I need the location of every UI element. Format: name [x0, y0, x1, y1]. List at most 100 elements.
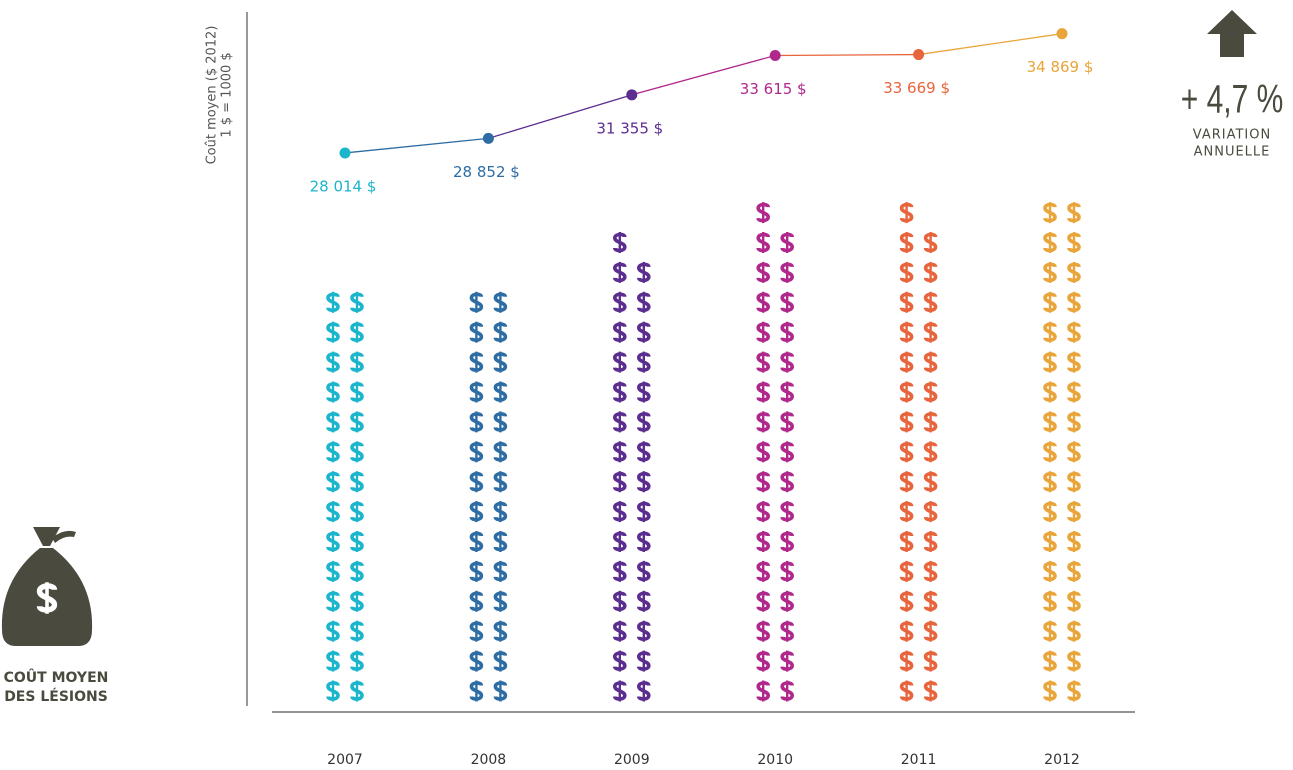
dollar-icon: [1067, 588, 1081, 614]
partial-dollar-icon: [326, 283, 340, 284]
dollar-icon: [469, 439, 484, 465]
dollar-icon: [923, 648, 938, 674]
dollar-icon: [1043, 200, 1057, 225]
dollar-icon: [469, 349, 484, 375]
dollar-icon: [1067, 559, 1081, 584]
dollar-icon: [780, 529, 795, 554]
dollar-icon: [923, 439, 938, 465]
dollar-icon: [1043, 230, 1057, 255]
dollar-icon: [493, 529, 508, 554]
value-label: 28 852 $: [453, 163, 520, 181]
dollar-icon: [780, 439, 795, 465]
dollar-icon: [326, 439, 340, 465]
x-tick-label: 2011: [901, 752, 937, 768]
dollar-icon: [1067, 289, 1081, 315]
dollar-icon: [612, 349, 627, 375]
trend-segment: [918, 33, 1063, 56]
pictogram-column: [1043, 174, 1081, 704]
dollar-icon: [780, 499, 795, 524]
dollar-icon: [756, 439, 771, 465]
dollar-icon: [1067, 618, 1081, 644]
dollar-icon: [1067, 529, 1081, 554]
dollar-icon: [612, 230, 627, 255]
dollar-icon: [923, 319, 938, 345]
pictogram-column: [469, 264, 508, 704]
dollar-icon: [469, 469, 484, 495]
dollar-icon: [350, 469, 364, 495]
dollar-icon: [1043, 648, 1057, 674]
dollar-icon: [350, 379, 364, 405]
pictogram-column: [756, 200, 795, 704]
dollar-icon: [636, 439, 651, 465]
dollar-icon: [780, 648, 795, 674]
dollar-icon: [899, 260, 914, 285]
dollar-icon: [326, 469, 340, 495]
trend-point: [913, 49, 925, 61]
dollar-icon: [350, 439, 364, 465]
dollar-icon: [612, 409, 627, 435]
dollar-icon: [1043, 439, 1057, 465]
dollar-icon: [469, 588, 484, 614]
dollar-icon: [923, 529, 938, 554]
trend-segment: [344, 137, 489, 154]
dollar-icon: [756, 200, 771, 225]
value-label: 34 869 $: [1027, 58, 1094, 76]
dollar-icon: [636, 618, 651, 644]
dollar-icon: [326, 379, 340, 405]
dollar-icon: [612, 618, 627, 644]
dollar-icon: [612, 499, 627, 524]
dollar-icon: [1043, 529, 1057, 554]
dollar-icon: [756, 588, 771, 614]
dollar-icon: [350, 349, 364, 375]
dollar-icon: [780, 289, 795, 315]
dollar-icon: [1043, 678, 1057, 704]
dollar-icon: [326, 529, 340, 554]
dollar-icon: [469, 648, 484, 674]
pictogram-column: [899, 200, 938, 704]
dollar-icon: [469, 559, 484, 584]
trend-point: [1056, 28, 1068, 40]
dollar-icon: [1043, 289, 1057, 315]
dollar-icon: [756, 529, 771, 554]
partial-dollar-icon: [780, 210, 795, 224]
dollar-icon: [326, 409, 340, 435]
dollar-icon: [612, 529, 627, 554]
dollar-icon: [780, 230, 795, 255]
y-axis-label: 1 $ = 1000 $: [220, 52, 235, 137]
dollar-icon: [1067, 439, 1081, 465]
dollar-icon: [326, 559, 340, 584]
partial-dollar-icon: [469, 264, 484, 284]
dollar-icon: [899, 559, 914, 584]
dollar-icon: [636, 529, 651, 554]
partial-dollar-icon: [923, 208, 938, 224]
annual-change-caption: VARIATION: [1193, 128, 1271, 143]
dollar-icon: [350, 409, 364, 435]
dollar-icon: [923, 230, 938, 255]
value-label: 31 355 $: [596, 119, 663, 137]
dollar-icon: [326, 618, 340, 644]
trend-point: [482, 132, 494, 144]
dollar-icon: [756, 648, 771, 674]
dollar-icon: [756, 319, 771, 345]
dollar-icon: [612, 648, 627, 674]
dollar-icon: [493, 499, 508, 524]
dollar-icon: [899, 379, 914, 405]
dollar-icon: [1067, 409, 1081, 435]
dollar-icon: [1067, 379, 1081, 405]
x-tick-label: 2007: [327, 752, 363, 768]
dollar-icon: [780, 618, 795, 644]
dollar-icon: [469, 678, 484, 704]
dollar-icon: [899, 200, 914, 225]
dollar-icon: [493, 409, 508, 435]
dollar-icon: [899, 618, 914, 644]
dollar-icon: [612, 559, 627, 584]
dollar-icon: [1067, 349, 1081, 375]
trend-point: [626, 89, 638, 101]
dollar-icon: [493, 289, 508, 315]
dollar-icon: [756, 499, 771, 524]
dollar-icon: [756, 559, 771, 584]
dollar-icon: [923, 349, 938, 375]
dollar-icon: [756, 379, 771, 405]
x-tick-label: 2010: [757, 752, 793, 768]
